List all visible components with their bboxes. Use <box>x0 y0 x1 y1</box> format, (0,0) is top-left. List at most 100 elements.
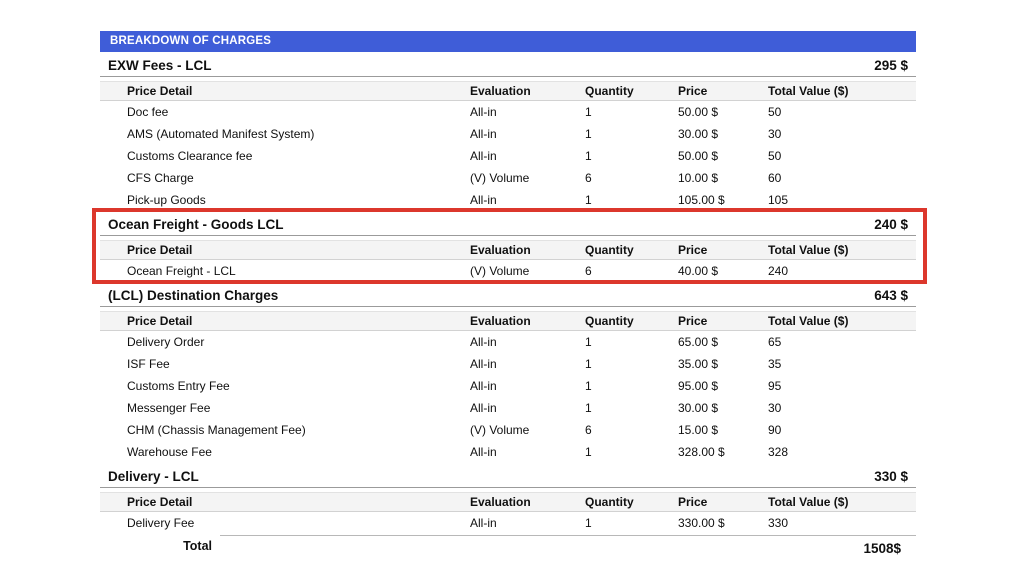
cell-price-detail: Warehouse Fee <box>127 445 212 459</box>
cell-price-detail: Customs Clearance fee <box>127 149 253 163</box>
charge-row: Delivery Order All-in 1 65.00 $ 65 <box>100 331 916 353</box>
charge-section: EXW Fees - LCL 295 $ Price Detail Evalua… <box>100 52 916 211</box>
cell-quantity: 1 <box>585 149 592 163</box>
cell-price-detail: Customs Entry Fee <box>127 379 230 393</box>
cell-quantity: 6 <box>585 171 592 185</box>
cell-total-value: 60 <box>768 171 782 185</box>
grand-total-amount: 1508$ <box>863 541 901 556</box>
cell-price-detail: Messenger Fee <box>127 401 211 415</box>
cell-price: 30.00 $ <box>678 401 719 415</box>
cell-evaluation: All-in <box>470 516 497 530</box>
grand-total-label: Total <box>183 539 212 553</box>
section-title: EXW Fees - LCL <box>108 58 212 73</box>
charge-section: Ocean Freight - Goods LCL 240 $ Price De… <box>92 208 927 284</box>
section-amount: 643 $ <box>874 288 908 303</box>
charge-row: CHM (Chassis Management Fee) (V) Volume … <box>100 419 916 441</box>
breakdown-title-bar: BREAKDOWN OF CHARGES <box>100 31 916 52</box>
column-header-row: Price Detail Evaluation Quantity Price T… <box>100 240 916 260</box>
section-title: Ocean Freight - Goods LCL <box>108 217 284 232</box>
col-header-price: Price <box>678 314 708 328</box>
cell-evaluation: (V) Volume <box>470 423 530 437</box>
cell-quantity: 1 <box>585 105 592 119</box>
cell-price-detail: Delivery Fee <box>127 516 195 530</box>
section-rows: Delivery Order All-in 1 65.00 $ 65 ISF F… <box>100 331 916 463</box>
col-header-total-value: Total Value ($) <box>768 495 849 509</box>
cell-quantity: 1 <box>585 193 592 207</box>
cell-quantity: 1 <box>585 127 592 141</box>
cell-price-detail: Ocean Freight - LCL <box>127 264 236 278</box>
charge-row: CFS Charge (V) Volume 6 10.00 $ 60 <box>100 167 916 189</box>
cell-evaluation: (V) Volume <box>470 264 530 278</box>
charge-row: Doc fee All-in 1 50.00 $ 50 <box>100 101 916 123</box>
charge-row: Warehouse Fee All-in 1 328.00 $ 328 <box>100 441 916 463</box>
cell-price-detail: ISF Fee <box>127 357 170 371</box>
column-header-row: Price Detail Evaluation Quantity Price T… <box>100 81 916 101</box>
col-header-price: Price <box>678 495 708 509</box>
cell-total-value: 90 <box>768 423 782 437</box>
cell-price: 330.00 $ <box>678 516 725 530</box>
col-header-total-value: Total Value ($) <box>768 243 849 257</box>
section-title-row: Delivery - LCL 330 $ <box>100 463 916 488</box>
col-header-price-detail: Price Detail <box>127 243 193 257</box>
cell-total-value: 50 <box>768 105 782 119</box>
col-header-quantity: Quantity <box>585 243 634 257</box>
section-amount: 295 $ <box>874 58 908 73</box>
charge-row: Customs Clearance fee All-in 1 50.00 $ 5… <box>100 145 916 167</box>
section-title-row: (LCL) Destination Charges 643 $ <box>100 282 916 307</box>
cell-price: 40.00 $ <box>678 264 719 278</box>
cell-price: 105.00 $ <box>678 193 725 207</box>
cell-quantity: 1 <box>585 516 592 530</box>
col-header-quantity: Quantity <box>585 314 634 328</box>
charge-row: Ocean Freight - LCL (V) Volume 6 40.00 $… <box>100 260 916 282</box>
cell-price: 50.00 $ <box>678 149 719 163</box>
cell-total-value: 50 <box>768 149 782 163</box>
cell-evaluation: All-in <box>470 445 497 459</box>
cell-quantity: 1 <box>585 401 592 415</box>
cell-evaluation: All-in <box>470 357 497 371</box>
col-header-quantity: Quantity <box>585 84 634 98</box>
cell-evaluation: (V) Volume <box>470 171 530 185</box>
cell-quantity: 6 <box>585 423 592 437</box>
col-header-total-value: Total Value ($) <box>768 314 849 328</box>
cell-price-detail: Pick-up Goods <box>127 193 206 207</box>
grand-total-row: Total 1508$ <box>100 535 916 556</box>
cell-price-detail: AMS (Automated Manifest System) <box>127 127 315 141</box>
section-title-row: EXW Fees - LCL 295 $ <box>100 52 916 77</box>
cell-total-value: 30 <box>768 401 782 415</box>
col-header-evaluation: Evaluation <box>470 84 531 98</box>
column-header-row: Price Detail Evaluation Quantity Price T… <box>100 311 916 331</box>
section-rows: Doc fee All-in 1 50.00 $ 50 AMS (Automat… <box>100 101 916 211</box>
col-header-evaluation: Evaluation <box>470 314 531 328</box>
col-header-price-detail: Price Detail <box>127 314 193 328</box>
cell-total-value: 328 <box>768 445 789 459</box>
cell-price-detail: CHM (Chassis Management Fee) <box>127 423 306 437</box>
cell-total-value: 95 <box>768 379 782 393</box>
cell-evaluation: All-in <box>470 193 497 207</box>
col-header-evaluation: Evaluation <box>470 243 531 257</box>
charge-section: Delivery - LCL 330 $ Price Detail Evalua… <box>100 463 916 534</box>
section-title-row: Ocean Freight - Goods LCL 240 $ <box>100 211 916 236</box>
cell-total-value: 330 <box>768 516 789 530</box>
cell-total-value: 30 <box>768 127 782 141</box>
col-header-price-detail: Price Detail <box>127 495 193 509</box>
charge-row: Pick-up Goods All-in 1 105.00 $ 105 <box>100 189 916 211</box>
cell-price-detail: CFS Charge <box>127 171 194 185</box>
col-header-total-value: Total Value ($) <box>768 84 849 98</box>
charge-section: (LCL) Destination Charges 643 $ Price De… <box>100 282 916 463</box>
col-header-price: Price <box>678 84 708 98</box>
section-title: Delivery - LCL <box>108 469 199 484</box>
cell-price: 10.00 $ <box>678 171 719 185</box>
cell-price: 328.00 $ <box>678 445 725 459</box>
section-amount: 330 $ <box>874 469 908 484</box>
cell-price: 95.00 $ <box>678 379 719 393</box>
col-header-price: Price <box>678 243 708 257</box>
cell-total-value: 240 <box>768 264 789 278</box>
cell-quantity: 1 <box>585 445 592 459</box>
cell-quantity: 1 <box>585 379 592 393</box>
cell-evaluation: All-in <box>470 379 497 393</box>
grand-total-line: 1508$ <box>220 535 916 556</box>
col-header-quantity: Quantity <box>585 495 634 509</box>
section-title: (LCL) Destination Charges <box>108 288 279 303</box>
charge-row: AMS (Automated Manifest System) All-in 1… <box>100 123 916 145</box>
